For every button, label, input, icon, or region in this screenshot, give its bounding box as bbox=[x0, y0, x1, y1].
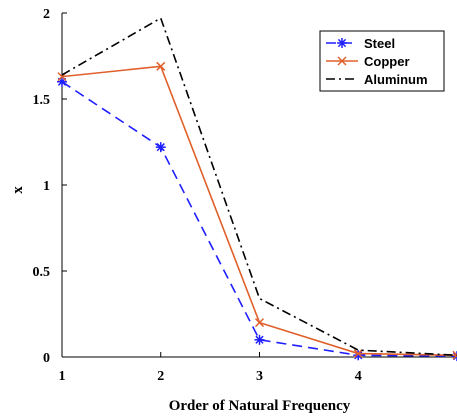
data-point-steel bbox=[57, 77, 67, 87]
data-point-steel bbox=[255, 335, 265, 345]
series-line-copper bbox=[62, 66, 457, 355]
y-axis-title: x bbox=[10, 186, 26, 194]
legend-label-aluminum: Aluminum bbox=[364, 72, 428, 87]
y-tick-label: 2 bbox=[43, 7, 50, 22]
series-line-steel bbox=[62, 82, 457, 356]
x-axis-title: Order of Natural Frequency bbox=[169, 398, 351, 414]
y-tick-label: 1.5 bbox=[33, 93, 51, 108]
y-tick-label: 1 bbox=[43, 179, 50, 194]
legend-label-steel: Steel bbox=[364, 36, 395, 51]
data-point-copper bbox=[256, 319, 264, 327]
x-tick-label: 4 bbox=[355, 369, 362, 384]
x-tick-label: 1 bbox=[59, 369, 66, 384]
legend-marker-steel bbox=[337, 38, 347, 48]
x-tick-label: 3 bbox=[256, 369, 263, 384]
legend-label-copper: Copper bbox=[364, 54, 410, 69]
x-tick-label: 2 bbox=[157, 369, 164, 384]
data-point-steel bbox=[156, 142, 166, 152]
y-tick-label: 0 bbox=[43, 351, 50, 366]
legend: Steel Copper Aluminum bbox=[320, 31, 444, 91]
y-tick-label: 0.5 bbox=[33, 265, 51, 280]
